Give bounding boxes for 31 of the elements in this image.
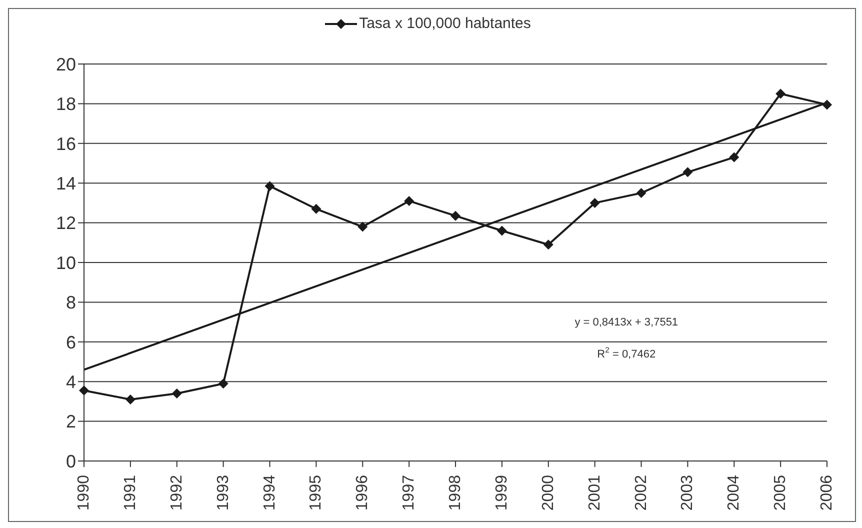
y-tick-label: 20	[56, 54, 76, 74]
y-tick-label: 0	[66, 451, 76, 472]
x-tick-label: 1998	[447, 474, 464, 511]
x-tick-label: 2006	[818, 474, 836, 511]
y-tick-label: 4	[66, 372, 76, 392]
y-tick-label: 12	[56, 213, 76, 234]
x-tick-label: 1992	[168, 474, 186, 511]
y-tick-label: 6	[66, 332, 76, 352]
x-tick-label: 2004	[726, 474, 743, 511]
x-tick-label: 2002	[632, 474, 650, 511]
x-tick-label: 1995	[308, 474, 325, 511]
x-tick-label: 1993	[214, 474, 232, 511]
annotation: y = 0,8413x + 3,7551	[574, 316, 678, 328]
y-tick-label: 18	[56, 94, 76, 114]
y-tick-label: 14	[56, 173, 76, 194]
y-tick-label: 16	[56, 134, 76, 154]
legend-label: Tasa x 100,000 habtantes	[359, 15, 531, 32]
x-tick-label: 1991	[122, 474, 139, 511]
x-tick-label: 1997	[400, 474, 418, 511]
x-tick-label: 2000	[540, 474, 557, 511]
x-tick-label: 1999	[493, 474, 510, 511]
x-tick-label: 2003	[679, 474, 696, 511]
y-tick-label: 10	[56, 252, 76, 273]
x-tick-label: 1994	[261, 474, 278, 511]
annotation: R$^{2}$ = 0,7462	[597, 345, 656, 360]
x-tick-label: 1996	[354, 474, 372, 511]
y-tick-label: 2	[66, 412, 76, 432]
x-tick-label: 1990	[76, 474, 92, 511]
x-tick-label: 2001	[586, 474, 604, 511]
y-tick-label: 8	[66, 292, 76, 313]
x-tick-label: 2005	[772, 474, 790, 511]
